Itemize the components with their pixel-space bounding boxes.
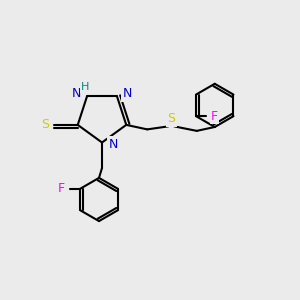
Text: S: S — [41, 118, 49, 131]
Text: N: N — [109, 137, 118, 151]
Text: S: S — [167, 112, 175, 125]
Text: H: H — [81, 82, 90, 92]
Text: N: N — [122, 88, 132, 100]
Text: F: F — [58, 182, 65, 195]
Text: N: N — [72, 88, 82, 100]
Text: F: F — [211, 110, 218, 123]
